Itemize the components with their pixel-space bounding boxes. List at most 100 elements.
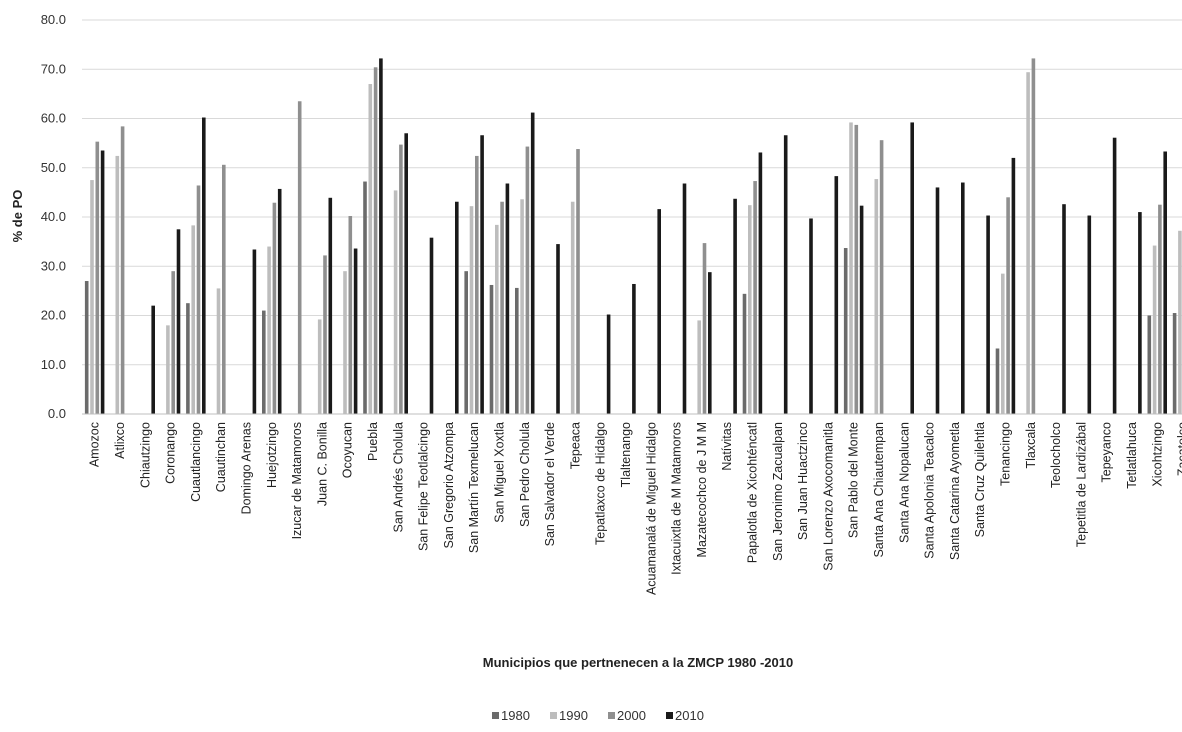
bar-1990 <box>1026 72 1030 414</box>
bar-2010 <box>379 58 383 414</box>
bar-1980 <box>515 287 519 414</box>
bar-2010 <box>505 183 510 414</box>
legend-label: 2010 <box>675 708 704 723</box>
x-category-label: Santa Ana Nopalucan <box>897 422 911 543</box>
bar-1990 <box>1152 245 1157 414</box>
bar-2000 <box>753 181 757 414</box>
bar-2010 <box>1087 215 1092 414</box>
x-category-label: San Salvador el Verde <box>543 422 557 546</box>
x-category-label: San Felipe Teotlalcingo <box>417 422 431 551</box>
y-axis-ticks: 0.0 10.0 20.0 30.0 40.0 50.0 60.0 70.0 80.0 <box>41 12 66 421</box>
bar-2010 <box>733 198 737 414</box>
bar-2000 <box>576 149 580 414</box>
bar-2010 <box>783 135 788 414</box>
y-tick-label: 40.0 <box>41 209 66 224</box>
x-category-label: Tlaxcala <box>1024 422 1038 469</box>
bar-2000 <box>222 164 226 414</box>
legend-swatch-2010 <box>666 712 673 719</box>
bar-1980 <box>742 293 747 414</box>
bar-2000 <box>475 155 479 414</box>
legend-label: 1990 <box>559 708 588 723</box>
bar-1990 <box>267 246 271 414</box>
bar-2010 <box>353 248 358 414</box>
x-category-label: San Pedro Cholula <box>518 422 532 527</box>
x-category-label: Papalotla de Xicohténcatl <box>745 422 759 563</box>
x-category-label: Tetlatlahuca <box>1125 422 1139 489</box>
x-category-label: Tlaltenango <box>619 422 633 487</box>
legend: 1980 1990 2000 2010 <box>492 708 704 723</box>
y-axis-title: % de PO <box>10 190 25 243</box>
bar-2010 <box>986 215 990 414</box>
x-category-label: Santa Ana Chiautempan <box>872 422 886 558</box>
x-category-label: Santa Cruz Quilehtla <box>973 422 987 537</box>
y-tick-label: 80.0 <box>41 12 66 27</box>
bar-2010 <box>758 152 763 415</box>
bar-2000 <box>702 243 707 414</box>
y-tick-label: 10.0 <box>41 357 66 372</box>
bar-2010 <box>429 237 434 414</box>
x-category-label: Tenancingo <box>998 422 1012 486</box>
bar-2010 <box>151 305 155 414</box>
x-axis-category-labels: Amozoc Atlixco Chiautzingo Coronango Cuautla… <box>88 422 1182 595</box>
x-category-label: Domingo Arenas <box>239 422 253 514</box>
x-category-label: San Gregorio Atzompa <box>442 422 456 549</box>
bar-2010 <box>480 135 484 414</box>
x-category-label: Huejotzingo <box>265 422 279 488</box>
y-tick-label: 50.0 <box>41 160 66 175</box>
bar-2000 <box>373 67 378 414</box>
bar-1990 <box>748 205 752 414</box>
x-category-label: San Juan Huactzinco <box>796 422 810 540</box>
bar-2000 <box>500 201 504 414</box>
x-category-label: Cuautinchan <box>214 422 228 492</box>
bar-2010 <box>530 112 535 414</box>
bar-2000 <box>171 271 175 414</box>
x-category-label: Tepatlaxco de Hidalgo <box>594 422 608 545</box>
bar-2010 <box>708 272 712 414</box>
bar-1990 <box>317 319 322 414</box>
bar-2010 <box>202 117 206 414</box>
bar-1990 <box>469 206 474 414</box>
gridlines <box>82 19 1182 366</box>
x-category-label: Tepeyanco <box>1100 422 1114 483</box>
x-category-label: Coronango <box>164 422 178 484</box>
x-category-label: San Miguel Xoxtla <box>492 422 506 523</box>
bar-2010 <box>859 205 864 414</box>
bar-2010 <box>277 188 282 414</box>
bar-2010 <box>328 197 333 414</box>
bar-2010 <box>1011 157 1016 414</box>
bar-2010 <box>1163 151 1167 414</box>
bar-1980 <box>84 281 89 414</box>
bar-2000 <box>1031 58 1036 414</box>
bar-2010 <box>834 176 839 414</box>
bar-2010 <box>176 229 181 414</box>
bar-2010 <box>1138 212 1142 414</box>
bar-1990 <box>393 190 398 414</box>
bar-2000 <box>854 124 859 414</box>
bar-2000 <box>95 141 100 414</box>
x-category-label: Xicohtzingo <box>1150 422 1164 487</box>
x-category-label: Mazatecochco de J M M <box>695 422 709 557</box>
x-category-label: Amozoc <box>88 422 102 467</box>
x-category-label: Tepetitla de Lardizábal <box>1074 422 1088 547</box>
legend-swatch-2000 <box>608 712 615 719</box>
bar-1990 <box>1178 230 1182 414</box>
bar-2010 <box>100 150 105 414</box>
x-category-label: San Pablo del Monte <box>847 422 861 538</box>
bar-1980 <box>262 310 266 414</box>
x-category-label: Atlixco <box>113 422 127 459</box>
bar-1980 <box>363 181 367 414</box>
bar-2000 <box>348 216 353 414</box>
bar-2010 <box>404 133 408 414</box>
bar-2000 <box>120 126 125 414</box>
x-category-label: Santa Catarina Ayometla <box>948 422 962 560</box>
bars <box>84 58 1182 415</box>
bar-1990 <box>874 179 879 414</box>
bar-1990 <box>849 122 853 414</box>
x-axis-title: Municipios que pertnenecen a la ZMCP 198… <box>483 655 793 670</box>
bar-1990 <box>368 84 373 415</box>
x-category-label: Chiautzingo <box>138 422 152 488</box>
x-category-label: San Lorenzo Axocomanitla <box>821 422 835 571</box>
bar-2010 <box>1062 204 1066 414</box>
bar-2010 <box>252 249 257 414</box>
